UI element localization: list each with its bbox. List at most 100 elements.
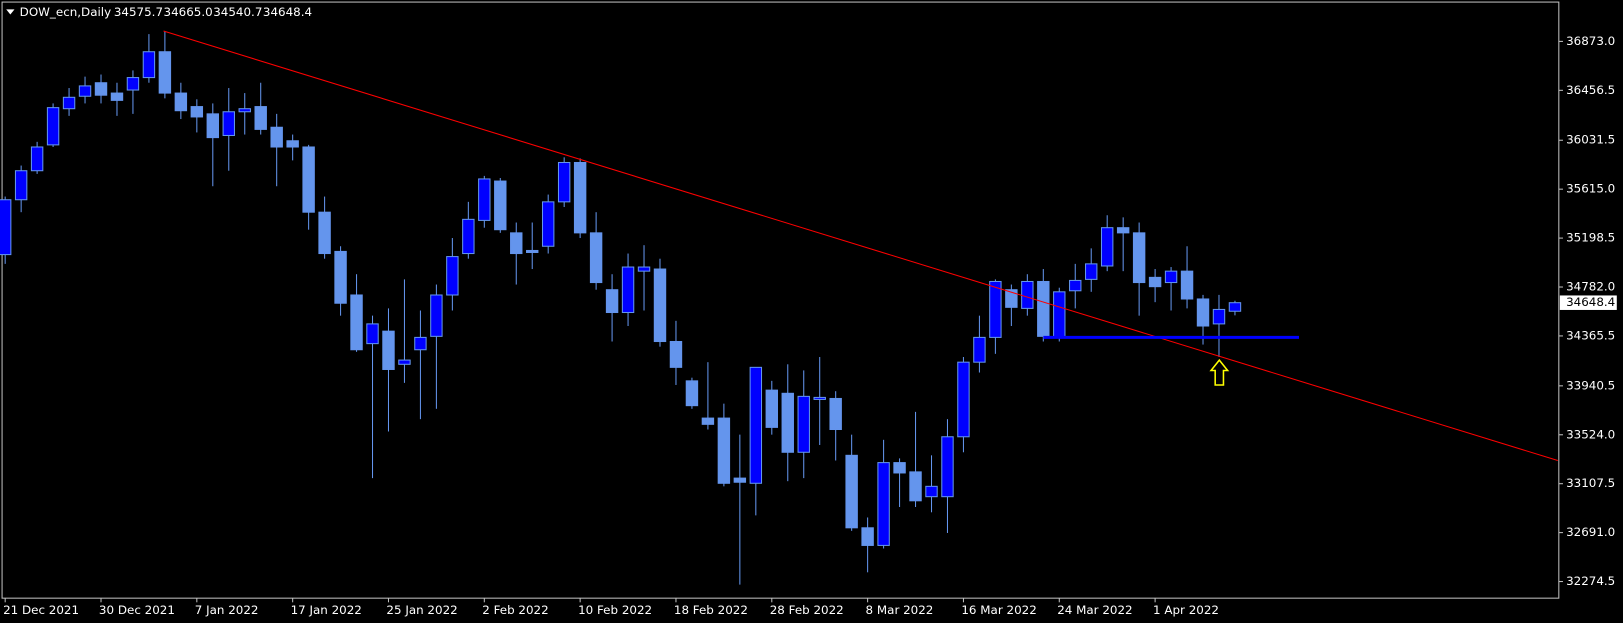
candle-body-bear	[1116, 227, 1130, 234]
y-tick-label: 35198.5	[1566, 231, 1615, 245]
x-tick-label: 24 Mar 2022	[1057, 603, 1132, 617]
candle-body-bear	[174, 92, 188, 112]
candle-body-bear	[494, 180, 507, 231]
candle-body-bear	[94, 82, 108, 96]
x-tick-label: 21 Dec 2021	[3, 603, 79, 617]
candle-body-bull	[462, 218, 475, 255]
candle-body-bear	[286, 140, 299, 148]
candle-body-bear	[669, 340, 683, 368]
candle-body-bull	[0, 199, 12, 256]
candle-body-bear	[110, 92, 124, 101]
candle-body-bull	[1100, 227, 1114, 267]
candle-body-bull	[813, 396, 826, 400]
y-tick-label: 33524.0	[1566, 427, 1615, 441]
candle-body-bull	[557, 161, 571, 203]
candle-body-bear	[318, 211, 331, 255]
candle-body-bear	[190, 106, 204, 118]
candle-body-bear	[685, 380, 699, 407]
candle-body-bull	[1085, 263, 1098, 280]
chart-title: DOW_ecn,Daily	[20, 5, 111, 19]
candle-body-bull	[621, 266, 635, 314]
candle-body-bear	[653, 268, 667, 343]
x-tick-label: 10 Feb 2022	[578, 603, 652, 617]
y-tick-label: 36456.5	[1566, 83, 1615, 97]
y-tick-label: 36873.0	[1566, 34, 1615, 48]
y-tick-label: 32691.0	[1566, 525, 1615, 539]
candle-body-bull	[797, 395, 810, 453]
candle-body-bull	[1228, 302, 1242, 312]
candle-body-bear	[350, 294, 363, 351]
x-tick-label: 16 Mar 2022	[961, 603, 1036, 617]
x-tick-label: 17 Jan 2022	[291, 603, 362, 617]
candle-body-bear	[701, 417, 715, 425]
header-high: 34665.0	[164, 5, 213, 19]
candle-body-bear	[526, 249, 539, 253]
candle-body-bear	[765, 389, 779, 428]
candle-body-bear	[909, 471, 922, 502]
candle-body-bear	[302, 146, 315, 213]
candle-body-bull	[78, 85, 92, 97]
candle-body-bull	[126, 77, 140, 91]
candle-body-bull	[46, 107, 60, 146]
x-tick-label: 18 Feb 2022	[674, 603, 748, 617]
candle-body-bull	[62, 96, 76, 110]
candle-body-bull	[541, 201, 555, 247]
candle-body-bull	[142, 51, 156, 79]
candle-body-bear	[334, 250, 347, 304]
candle-body-bear	[1148, 276, 1162, 288]
candle-body-bull	[14, 170, 28, 201]
y-tick-label: 33107.5	[1566, 476, 1615, 490]
candle-body-bull	[1021, 280, 1034, 309]
candle-body-bear	[829, 397, 842, 431]
candle-body-bull	[398, 359, 411, 365]
candle-body-bull	[877, 462, 890, 546]
candle-body-bull	[1069, 279, 1082, 292]
menu-arrow[interactable]	[6, 9, 15, 15]
y-tick-label: 35615.0	[1566, 182, 1615, 196]
header-low: 34540.7	[213, 5, 262, 19]
candle-body-bull	[478, 178, 491, 221]
candle-body-bear	[206, 113, 220, 139]
candle-body-bear	[861, 527, 874, 546]
candle-body-bear	[382, 330, 395, 370]
candle-body-bear	[717, 417, 731, 484]
y-tick-label: 34365.5	[1566, 328, 1615, 342]
arrow-marker	[1209, 358, 1230, 386]
candle-body-bull	[1053, 291, 1066, 338]
trend-line	[163, 30, 1558, 462]
candle-body-bull	[941, 436, 954, 498]
candle-body-bear	[270, 126, 283, 148]
candle-body-bear	[158, 51, 172, 94]
candle-body-bear	[1180, 270, 1194, 300]
candle-body-bear	[589, 232, 603, 284]
plot-frame	[1, 1, 1560, 599]
candle-body-bear	[1132, 232, 1146, 284]
candle-body-bull	[957, 361, 970, 438]
candle-body-bear	[1196, 298, 1210, 327]
candle-body-bear	[781, 392, 794, 453]
candle-body-bear	[510, 232, 523, 255]
candle-body-bear	[254, 106, 267, 130]
y-tick-label: 32274.5	[1566, 574, 1615, 588]
header-open: 34575.7	[114, 5, 163, 19]
x-tick-label: 25 Jan 2022	[386, 603, 457, 617]
candle-body-bull	[1164, 270, 1178, 284]
candle-body-bear	[733, 477, 747, 483]
candle-body-bull	[1212, 308, 1226, 325]
x-tick-label: 1 Apr 2022	[1153, 603, 1219, 617]
y-tick-label: 34782.0	[1566, 280, 1615, 294]
candle-body-bear	[605, 289, 619, 314]
candle-body-bull	[446, 256, 459, 296]
candles	[0, 31, 1242, 585]
candle-body-bear	[893, 462, 906, 474]
candle-body-bull	[238, 108, 251, 113]
candle-body-bear	[1005, 289, 1018, 308]
candle-body-bull	[222, 111, 235, 137]
y-tick-label: 33940.5	[1566, 378, 1615, 392]
candle-body-bull	[749, 366, 763, 484]
candle-body-bull	[366, 323, 379, 345]
candle-body-bull	[414, 336, 427, 351]
candle-body-bull	[925, 485, 938, 498]
